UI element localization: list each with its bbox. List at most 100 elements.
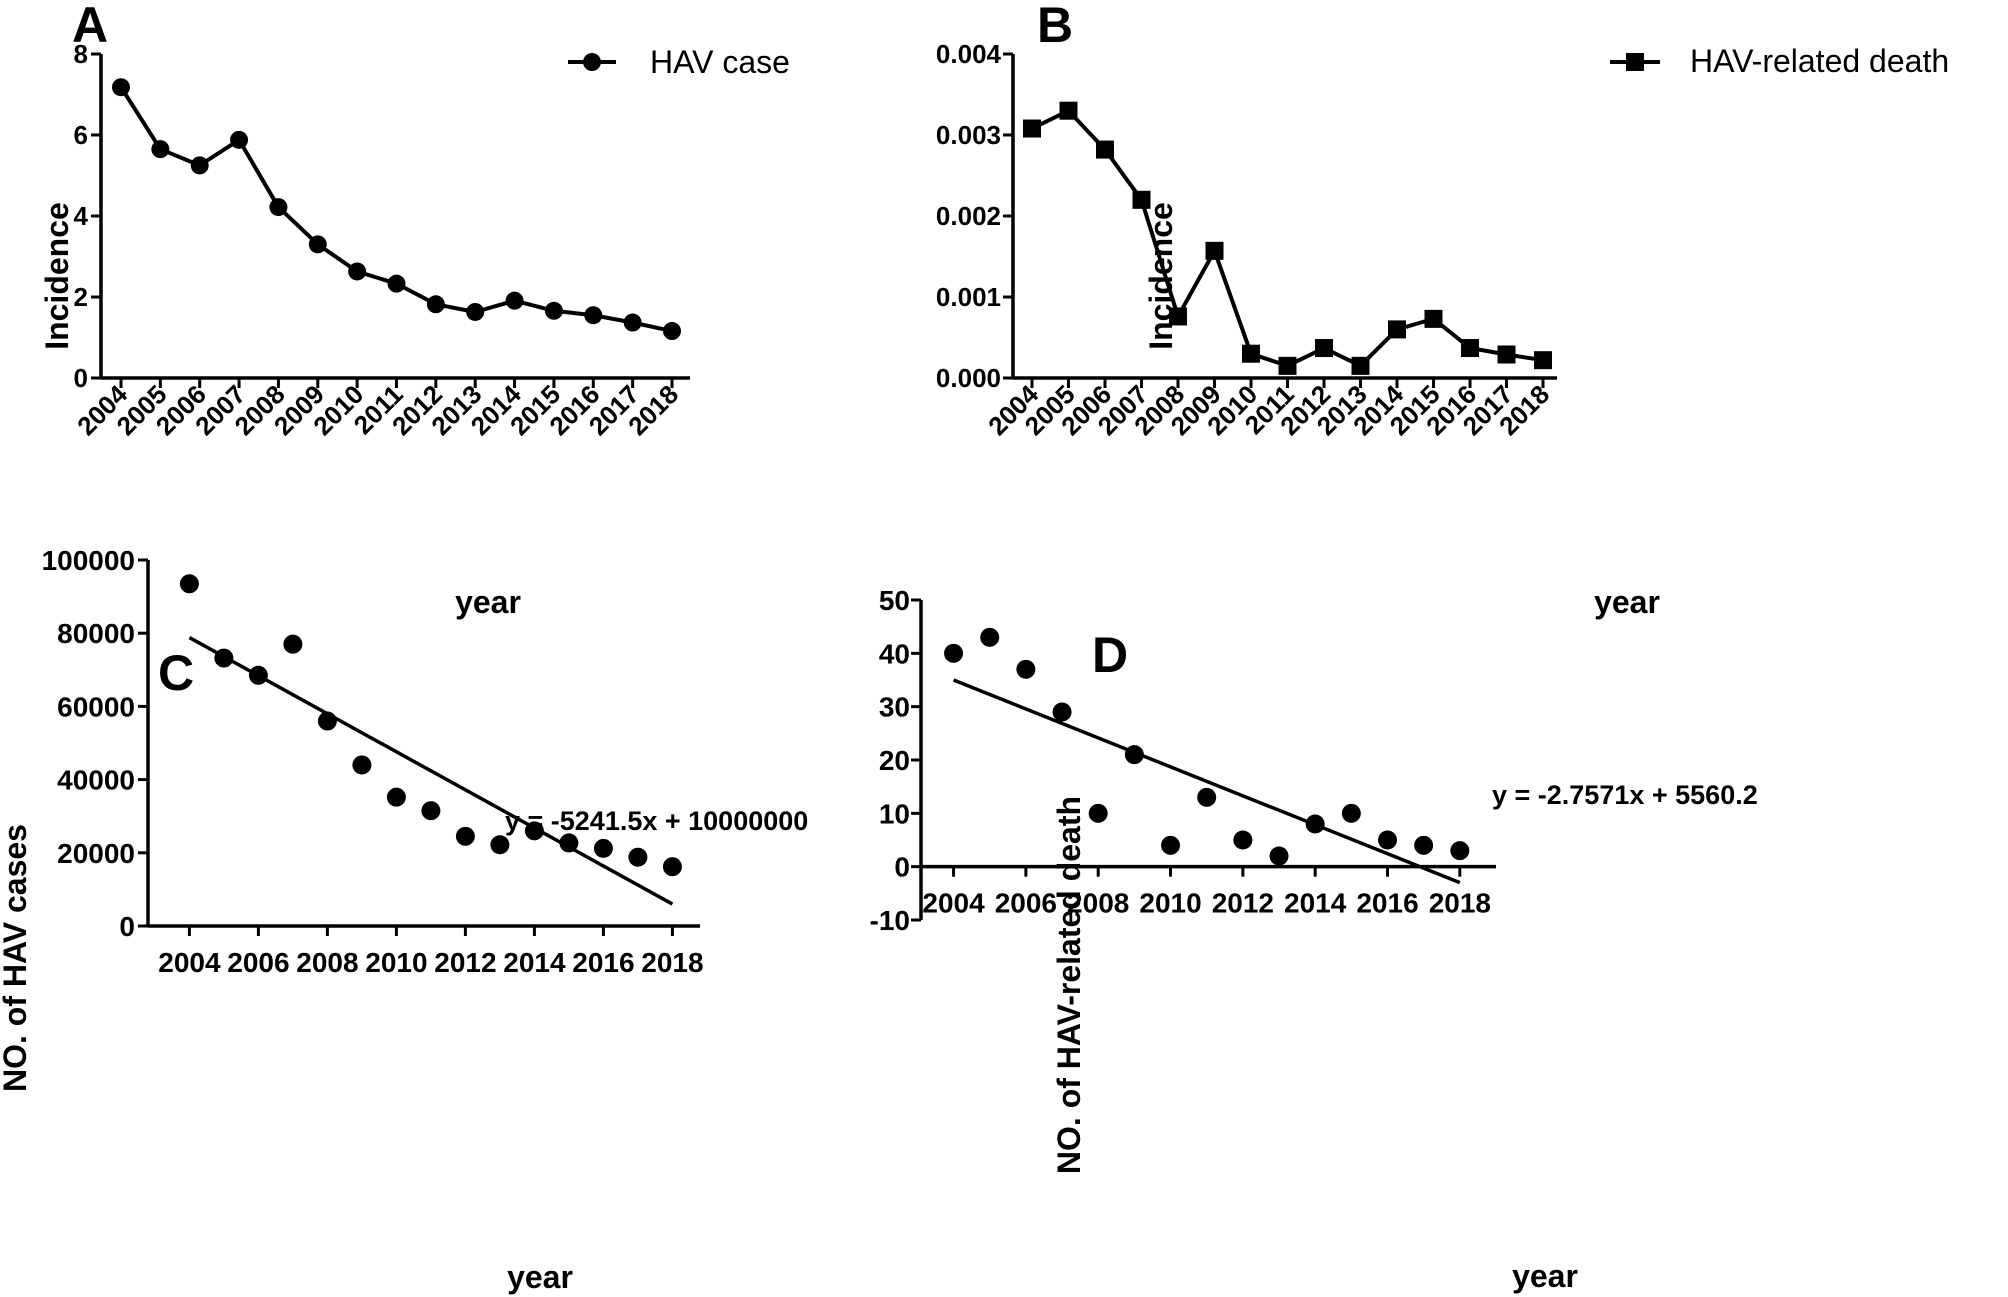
panel-c-data-point xyxy=(559,833,579,853)
panel-c-data-point xyxy=(283,634,303,654)
panel-b-marks xyxy=(1023,101,1552,375)
panel-a-data-point xyxy=(663,322,681,341)
panel-c-y-tick-label: 60000 xyxy=(57,691,135,722)
panel-d-x-tick-label: 2010 xyxy=(1139,888,1201,919)
panel-b-data-point xyxy=(1096,140,1114,159)
panel-d-ylabel: NO. of HAV-related death xyxy=(1051,796,1087,1174)
panel-b-y-tick-label: 0.000 xyxy=(936,363,1001,393)
panel-c-ylabel: NO. of HAV cases xyxy=(0,824,33,1092)
panel-c-y-tick-label: 40000 xyxy=(57,765,135,796)
panel-d-data-point xyxy=(1016,659,1036,679)
panel-d-data-point xyxy=(1378,830,1398,850)
panel-d-xlabel: year xyxy=(1512,1258,1578,1294)
panel-c-data-point xyxy=(214,648,234,668)
panel-c-data-point xyxy=(662,857,682,877)
panel-c: C NO. of HAV cases year y = -5241.5x + 1… xyxy=(0,545,808,1295)
panel-d-y-tick-label: 0 xyxy=(894,852,910,883)
panel-a: A Incidence year HAV case 02468200420052… xyxy=(39,0,790,620)
panel-d-data-point xyxy=(1052,702,1072,722)
panel-d-letter: D xyxy=(1092,627,1128,683)
panel-d-x-tick-label: 2016 xyxy=(1356,888,1418,919)
panel-d-data-point xyxy=(1197,787,1217,807)
panel-a-xlabel: year xyxy=(455,584,521,620)
panel-b-data-point xyxy=(1534,351,1552,370)
panel-b-data-point xyxy=(1461,339,1479,358)
panel-b-data-point xyxy=(1497,345,1516,364)
panel-c-x-tick-label: 2018 xyxy=(641,947,703,978)
panel-a-data-point xyxy=(426,295,445,314)
panel-a-data-point xyxy=(623,313,642,332)
panel-c-xlabel: year xyxy=(507,1259,573,1295)
panel-d-y-tick-label: -10 xyxy=(870,905,910,936)
panel-d: D NO. of HAV-related death year y = -2.7… xyxy=(870,585,1758,1294)
panel-d-data-point xyxy=(1341,803,1361,823)
panel-d-data-point xyxy=(1124,745,1144,765)
panel-b-y-tick-label: 0.002 xyxy=(936,201,1001,231)
panel-d-data-point xyxy=(1450,841,1470,861)
panel-c-equation: y = -5241.5x + 10000000 xyxy=(505,806,808,836)
panel-b-letter: B xyxy=(1037,0,1073,53)
panel-c-data-point xyxy=(179,574,199,594)
panel-b-data-point xyxy=(1023,119,1041,138)
panel-b-legend-marker xyxy=(1626,53,1644,71)
panel-a-data-point xyxy=(151,140,170,159)
panel-c-data-point xyxy=(248,665,268,685)
panel-a-data-point xyxy=(348,262,367,281)
panel-c-data-point xyxy=(352,755,372,775)
panel-d-data-point xyxy=(980,627,1000,647)
panel-d-data-point xyxy=(1161,835,1181,855)
panel-b-ticks: 0.0000.0010.0020.0030.004200420052006200… xyxy=(936,39,1555,441)
panel-b-xlabel: year xyxy=(1594,584,1660,620)
panel-a-data-point xyxy=(387,274,406,293)
panel-d-data-point xyxy=(1233,830,1253,850)
panel-d-data-point xyxy=(944,643,964,663)
panel-a-y-tick-label: 8 xyxy=(74,39,88,69)
panel-a-data-point xyxy=(112,78,130,97)
panel-d-marks xyxy=(944,627,1470,885)
panel-c-marks xyxy=(179,574,682,906)
panel-b-data-point xyxy=(1242,344,1260,363)
panel-a-marks xyxy=(112,78,681,341)
panel-c-x-tick-label: 2016 xyxy=(572,947,634,978)
panel-c-data-point xyxy=(593,838,613,858)
panel-c-axes xyxy=(146,560,700,928)
panel-b-data-point xyxy=(1351,356,1370,375)
panel-b-y-tick-label: 0.004 xyxy=(936,39,1002,69)
panel-d-x-tick-label: 2004 xyxy=(922,888,985,919)
panel-c-y-tick-label: 80000 xyxy=(57,618,135,649)
panel-c-x-tick-label: 2014 xyxy=(503,947,566,978)
panel-d-y-tick-label: 40 xyxy=(879,638,910,669)
panel-a-legend-marker xyxy=(583,53,601,71)
panel-b-y-tick-label: 0.001 xyxy=(936,282,1001,312)
panel-a-ylabel: Incidence xyxy=(39,202,75,350)
panel-d-data-point xyxy=(1269,846,1289,866)
panel-d-ticks: -10 0 10 20 30 40 50 2004 2006 2008 2010 2012 2014 20… xyxy=(870,585,1491,936)
panel-b-data-point xyxy=(1169,307,1187,326)
panel-c-data-point xyxy=(386,787,406,807)
panel-b-axes xyxy=(1011,54,1557,380)
panel-a-series-line xyxy=(119,86,673,333)
panel-d-x-tick-label: 2014 xyxy=(1284,888,1347,919)
panel-c-x-tick-label: 2008 xyxy=(296,947,358,978)
panel-c-x-tick-label: 2004 xyxy=(158,947,221,978)
panel-c-x-tick-label: 2012 xyxy=(434,947,496,978)
panel-a-data-point xyxy=(190,156,209,175)
panel-b-data-point xyxy=(1315,339,1333,358)
panel-a-data-point xyxy=(466,302,485,321)
panel-a-axes xyxy=(99,54,690,380)
panel-c-data-point xyxy=(628,847,648,867)
panel-b: B Incidence year HAV-related death 0.000… xyxy=(936,0,1949,620)
panel-d-data-point xyxy=(1305,814,1325,834)
panel-d-data-point xyxy=(1088,803,1108,823)
panel-d-y-tick-label: 30 xyxy=(879,692,910,723)
panel-a-y-tick-label: 6 xyxy=(74,120,88,150)
panel-d-x-tick-label: 2006 xyxy=(995,888,1057,919)
panel-d-y-tick-label: 10 xyxy=(879,798,910,829)
panel-d-data-point xyxy=(1414,835,1434,855)
panel-d-trend-line xyxy=(952,678,1461,885)
panel-c-x-tick-label: 2010 xyxy=(365,947,427,978)
panel-c-y-tick-label: 20000 xyxy=(57,838,135,869)
panel-a-y-tick-label: 4 xyxy=(74,201,89,231)
panel-d-axes xyxy=(919,600,1496,920)
